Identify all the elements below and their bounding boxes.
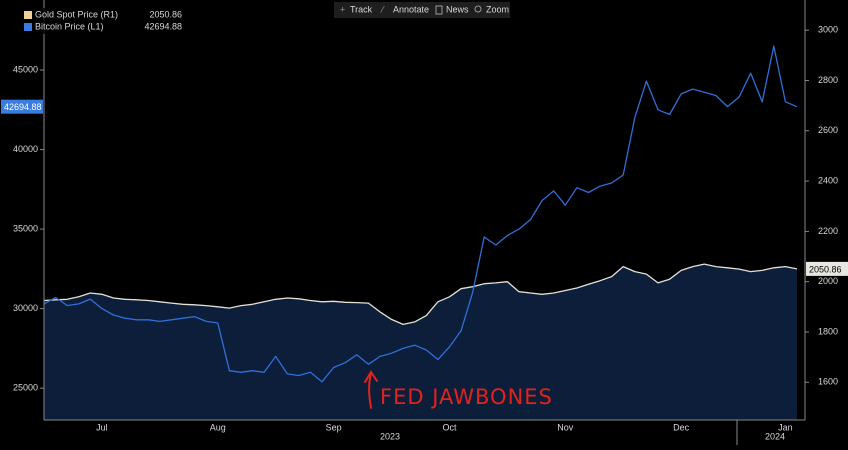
x-tick-label: Jan — [778, 422, 793, 432]
zoom-icon — [474, 5, 482, 13]
y2-tick-label: 2800 — [818, 75, 838, 85]
value-badge — [806, 261, 848, 276]
toolbar-button[interactable]: Zoom — [486, 4, 509, 14]
y-tick-label: 30000 — [13, 303, 38, 313]
y-tick-label: 25000 — [13, 383, 38, 393]
x-tick-label: Oct — [442, 422, 457, 432]
plot-area — [43, 45, 798, 420]
toolbar-button[interactable]: News — [446, 4, 469, 14]
x-tick-label: Sep — [326, 422, 342, 432]
legend-swatch — [24, 11, 32, 19]
news-icon — [435, 5, 443, 15]
value-badge-label: 2050.86 — [809, 264, 842, 274]
toolbar-button[interactable]: Track — [350, 4, 373, 14]
y2-tick-label: 1600 — [818, 377, 838, 387]
x-tick-label: Dec — [673, 422, 690, 432]
annotation-arrow — [364, 370, 378, 409]
x-tick-label: Nov — [557, 422, 574, 432]
x-tick-label: Jul — [96, 422, 108, 432]
legend-label: Bitcoin Price (L1) — [35, 21, 104, 31]
track-icon: + — [340, 4, 345, 14]
toolbar — [334, 2, 510, 18]
y2-tick-label: 2200 — [818, 226, 838, 236]
y-tick-label: 40000 — [13, 144, 38, 154]
y2-tick-label: 2000 — [818, 276, 838, 286]
x-tick-label: Aug — [210, 422, 226, 432]
year-label: 2023 — [380, 431, 400, 441]
legend-value: 2050.86 — [149, 9, 182, 19]
line — [43, 263, 798, 326]
area — [44, 264, 797, 420]
year-label: 2024 — [765, 431, 785, 441]
annotate-icon: ⁄ — [380, 4, 385, 14]
value-badge — [1, 99, 43, 114]
legend: Gold Spot Price (R1) 2050.86 Bitcoin Price… — [20, 8, 188, 34]
legend-box — [20, 8, 188, 34]
legend-value: 42694.88 — [144, 21, 182, 31]
legend-label: Gold Spot Price (R1) — [35, 9, 118, 19]
y2-tick-label: 3000 — [818, 25, 838, 35]
line — [43, 45, 798, 383]
toolbar-button[interactable]: Annotate — [393, 4, 429, 14]
y-tick-label: 35000 — [13, 223, 38, 233]
annotation: FED JAWBONES — [380, 385, 553, 409]
y-tick-label: 45000 — [13, 64, 38, 74]
y2-tick-label: 2400 — [818, 175, 838, 185]
value-badge-label: 42694.88 — [4, 102, 42, 112]
y2-tick-label: 2600 — [818, 125, 838, 135]
legend-swatch — [24, 23, 32, 31]
y2-tick-label: 1800 — [818, 326, 838, 336]
